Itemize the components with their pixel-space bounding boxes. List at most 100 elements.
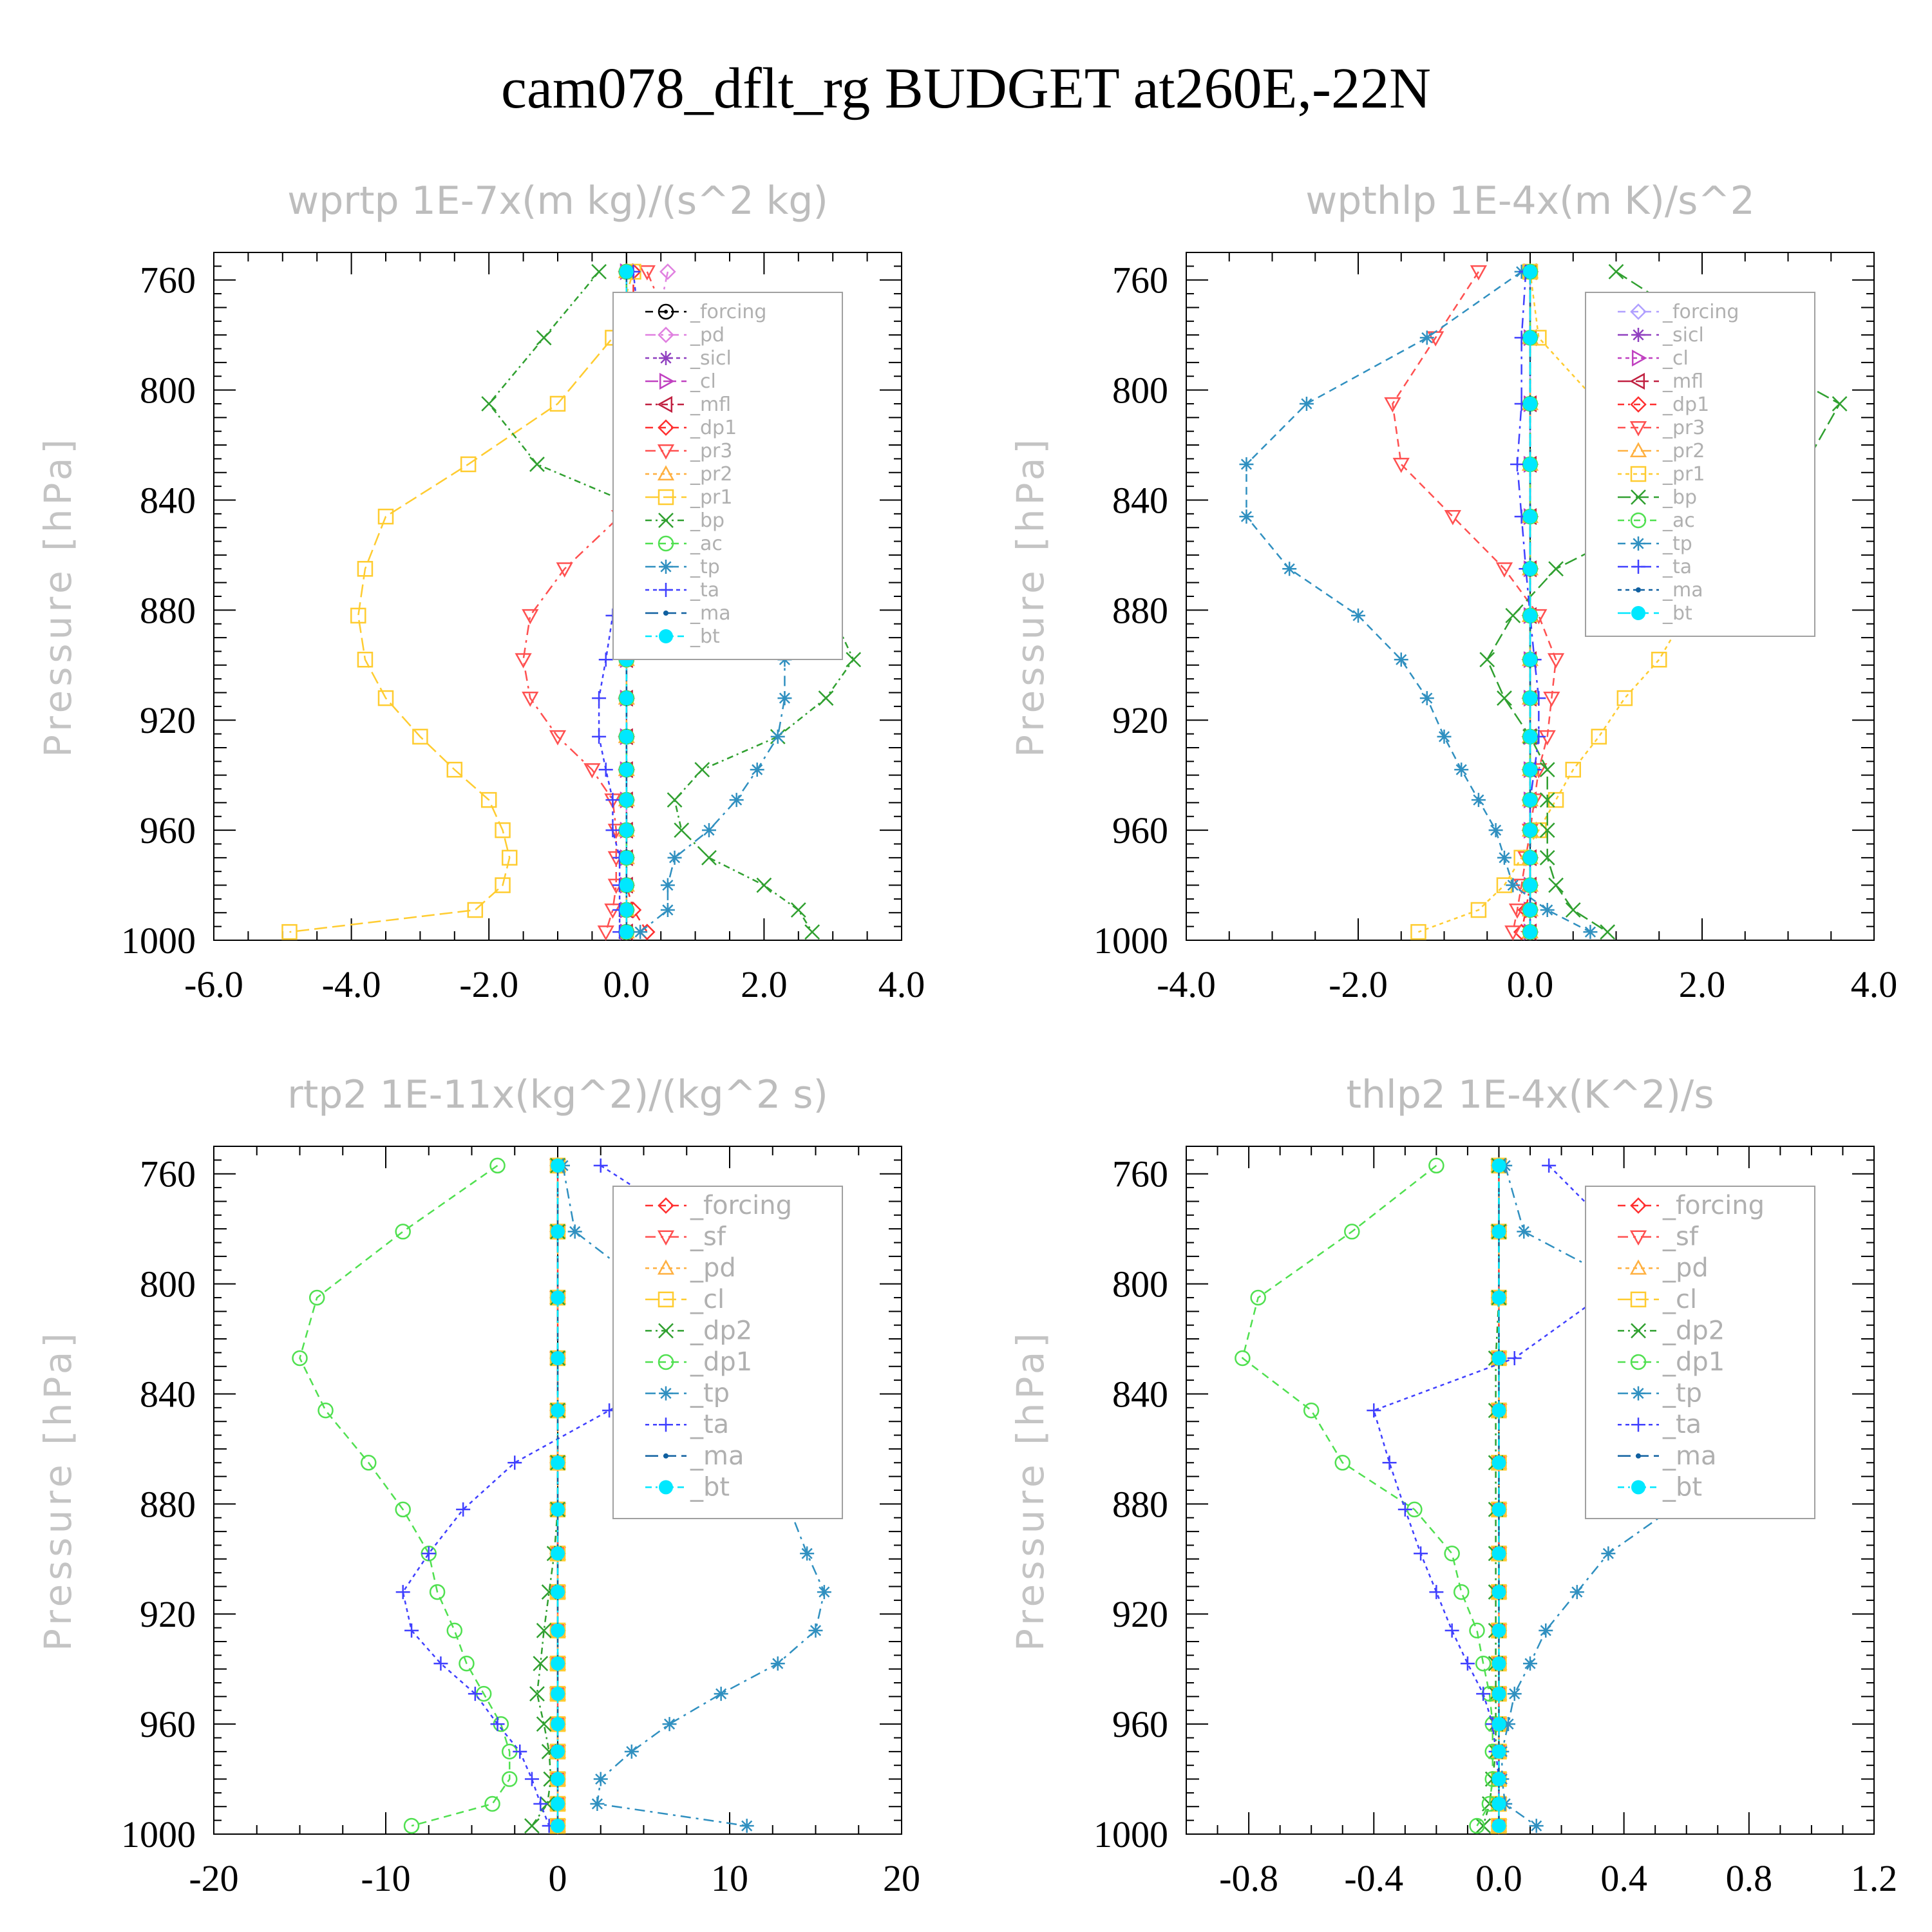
legend-marker <box>1630 512 1647 529</box>
data-point <box>501 1771 518 1787</box>
data-point <box>1497 850 1511 865</box>
data-point <box>480 791 497 808</box>
legend-label: _mfl <box>1662 370 1703 393</box>
data-point <box>667 850 682 865</box>
data-point <box>817 1585 831 1600</box>
legend-marker <box>657 444 675 460</box>
legend-label: _sf <box>1662 1222 1699 1252</box>
data-point <box>1382 1455 1397 1470</box>
data-point <box>1510 457 1524 471</box>
data-point <box>1497 690 1512 706</box>
data-point <box>1303 1402 1320 1419</box>
series-dp1 <box>1235 1157 1501 1834</box>
legend: _forcing_sf_pd_cl_dp2_dp1_tp_ta_ma_bt <box>1585 1186 1815 1519</box>
series-line <box>1482 1165 1500 1826</box>
x-tick-label: 0.0 <box>1507 963 1554 1005</box>
data-point <box>1492 1717 1506 1732</box>
legend-label: _bt <box>1662 602 1692 625</box>
y-tick-label: 920 <box>1112 1593 1168 1635</box>
data-point <box>619 823 634 838</box>
legend-marker <box>1631 1480 1645 1495</box>
data-point <box>524 1772 539 1786</box>
data-point <box>446 761 463 778</box>
data-point <box>662 1717 677 1732</box>
legend-label: _forcing <box>690 1191 792 1220</box>
legend-label: _cl <box>1662 1285 1697 1314</box>
panel-2: wpthlp 1E-4x(m K)/s^2 Pressure [hPa] 760 80… <box>1009 178 1897 1005</box>
data-point <box>1507 1687 1522 1701</box>
data-point <box>1523 925 1537 940</box>
data-point <box>593 1158 608 1173</box>
data-point <box>1548 561 1564 577</box>
y-tick-label: 960 <box>1112 810 1168 851</box>
data-point <box>808 1623 823 1638</box>
data-point <box>1523 509 1537 524</box>
legend-marker <box>658 1354 674 1370</box>
legend: _forcing_sf_pd_cl_dp2_dp1_tp_ta_ma_bt <box>612 1186 843 1519</box>
data-point <box>459 1655 475 1672</box>
legend-marker <box>659 1386 673 1401</box>
data-point <box>694 762 710 778</box>
legend-marker <box>657 1259 675 1275</box>
data-point <box>1505 608 1521 623</box>
panel-1: wprtp 1E-7x(m kg)/(s^2 kg) Pressure [hPa]… <box>36 178 925 1005</box>
legend-marker <box>658 1291 674 1308</box>
data-point <box>1523 729 1537 744</box>
legend-label: _ac <box>1662 509 1695 532</box>
legend-marker <box>1631 606 1645 620</box>
x-tick-label: -2.0 <box>1329 963 1388 1005</box>
data-point <box>1832 396 1848 412</box>
legend-label: _dp2 <box>1662 1316 1725 1345</box>
data-point <box>633 925 648 940</box>
legend-marker <box>1630 1291 1647 1308</box>
data-point <box>1492 1656 1506 1671</box>
data-point <box>551 1455 565 1470</box>
data-point <box>446 1622 463 1639</box>
x-tick-label: 0.0 <box>1475 1857 1522 1899</box>
data-point <box>551 1290 565 1305</box>
legend-marker <box>659 1480 673 1495</box>
data-point <box>1548 877 1564 893</box>
legend-box <box>1585 292 1815 637</box>
data-point <box>598 652 613 667</box>
data-point <box>777 691 792 706</box>
y-tick-label: 800 <box>140 1264 196 1305</box>
data-point <box>421 1546 436 1561</box>
data-point <box>1492 1403 1506 1418</box>
data-point <box>1565 902 1581 918</box>
series-bt <box>1492 1158 1506 1833</box>
x-tick-label: 2.0 <box>741 963 788 1005</box>
data-point <box>638 265 656 281</box>
data-point <box>1539 762 1555 778</box>
legend-label: _dp2 <box>690 1316 752 1345</box>
data-point <box>1608 264 1624 279</box>
legend-marker <box>658 327 674 343</box>
legend-marker <box>1636 1453 1641 1459</box>
panel-title: wpthlp 1E-4x(m K)/s^2 <box>1305 178 1755 223</box>
data-point <box>1495 562 1513 578</box>
data-point <box>1523 878 1537 893</box>
legend-marker <box>659 351 673 365</box>
data-point <box>1453 1584 1470 1600</box>
data-point <box>1492 1455 1506 1470</box>
legend-marker <box>1629 372 1645 390</box>
y-tick-label: 960 <box>1112 1703 1168 1745</box>
data-point <box>1444 1623 1459 1638</box>
data-point <box>1540 903 1555 918</box>
series-line <box>1241 1164 1493 1826</box>
data-point <box>729 793 744 808</box>
data-point <box>1523 762 1537 777</box>
legend-label: _ta <box>690 579 719 601</box>
legend-marker <box>658 1323 674 1339</box>
data-point <box>605 823 620 838</box>
data-point <box>549 395 566 412</box>
data-point <box>551 1623 565 1638</box>
legend-marker <box>1629 1259 1647 1275</box>
data-point <box>1479 652 1495 668</box>
data-point <box>350 607 366 624</box>
x-tick-label: 0.8 <box>1726 1857 1773 1899</box>
legend-marker <box>663 1453 668 1459</box>
data-point <box>404 1623 419 1638</box>
data-point <box>1517 1224 1531 1239</box>
